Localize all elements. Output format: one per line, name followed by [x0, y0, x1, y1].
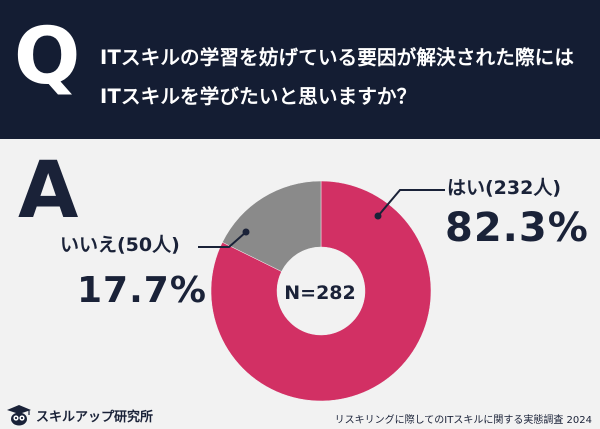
leader-dot-1 — [242, 228, 250, 236]
survey-source: リスキリングに際してのITスキルに関する実態調査 2024 — [334, 415, 592, 426]
question-header: Q ITスキルの学習を妨げている要因が解決された際には ITスキルを学びたいと思… — [0, 0, 600, 139]
question-line-1: ITスキルの学習を妨げている要因が解決された際には — [100, 46, 575, 69]
slice-label-no: いいえ(50人) — [60, 234, 180, 256]
center-total-label: N=282 — [284, 282, 356, 304]
leader-line-0 — [377, 189, 445, 217]
slice-percent-yes: 82.3% — [445, 205, 589, 251]
brand-name: スキルアップ研究所 — [36, 409, 154, 425]
slice-label-yes: はい(232人) — [447, 177, 562, 199]
q-letter: Q — [14, 12, 81, 102]
slice-percent-no: 17.7% — [77, 270, 207, 311]
question-line-2: ITスキルを学びたいと思いますか？ — [100, 85, 417, 108]
a-letter: A — [18, 146, 79, 236]
brand-logo: スキルアップ研究所 — [6, 404, 153, 426]
leader-dot-0 — [374, 212, 382, 220]
owl-graduate-icon — [7, 405, 31, 426]
leader-line-1 — [198, 231, 247, 248]
donut-slice-0 — [210, 180, 432, 402]
donut-slice-1 — [222, 180, 322, 272]
